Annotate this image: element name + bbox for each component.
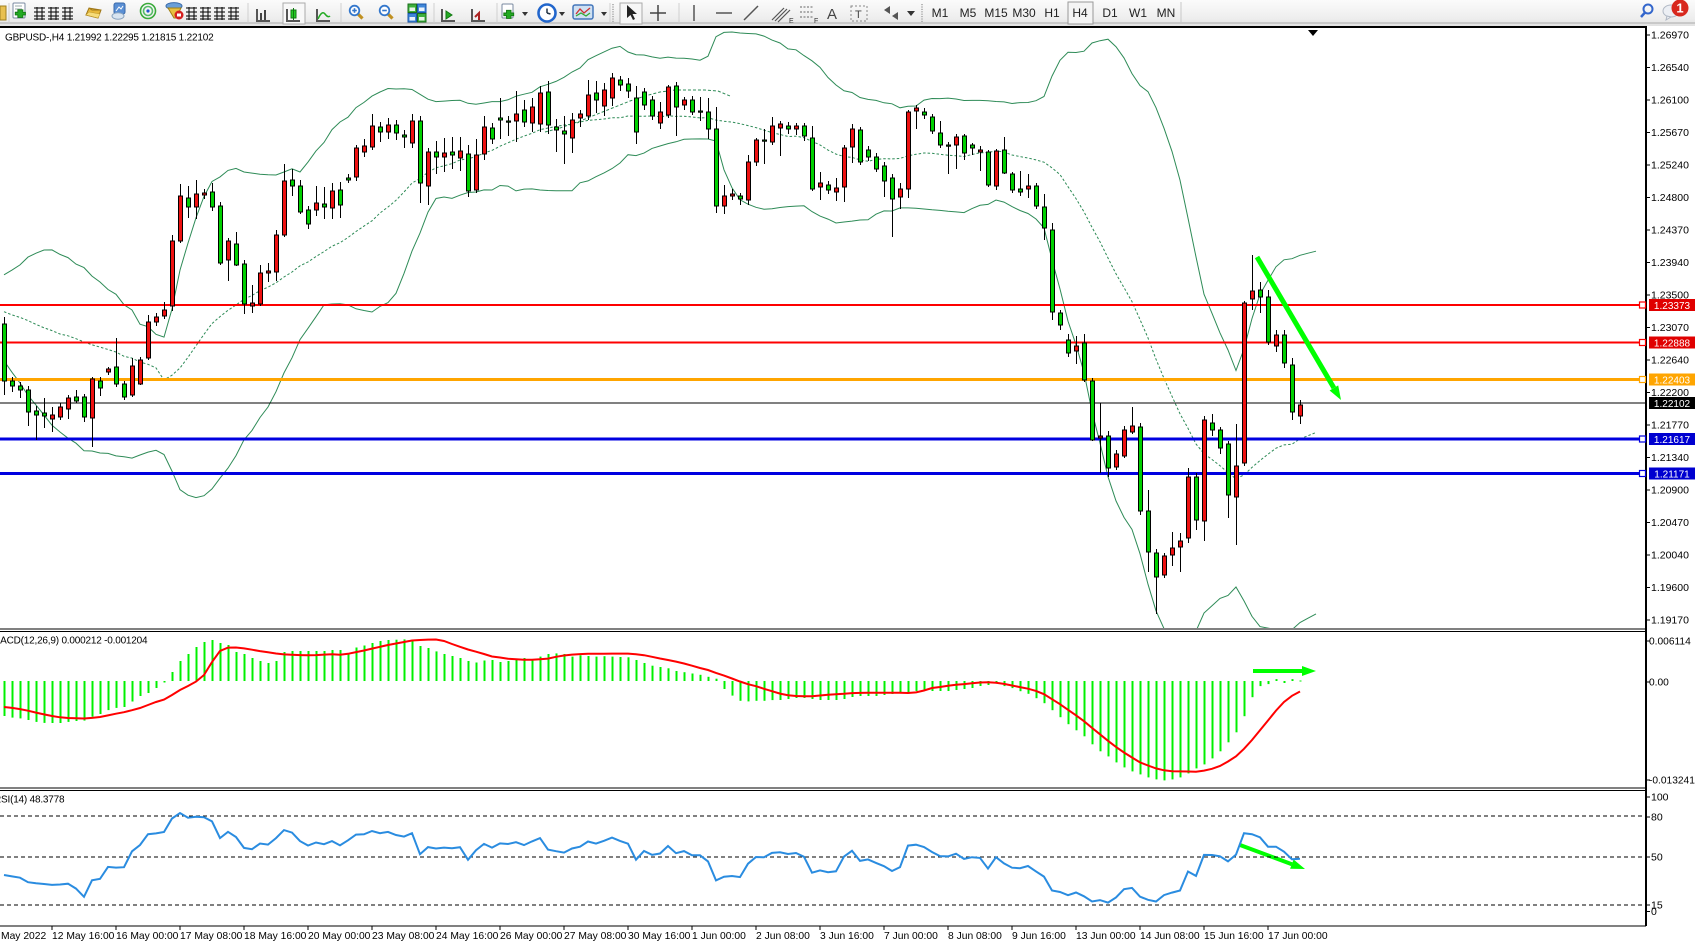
svg-text:E: E (789, 18, 794, 25)
svg-text:26 May 00:00: 26 May 00:00 (500, 931, 563, 942)
svg-text:1.24800: 1.24800 (1651, 192, 1689, 204)
svg-text:M30: M30 (1012, 6, 1036, 20)
svg-text:1.20900: 1.20900 (1651, 485, 1689, 497)
svg-text:80: 80 (1651, 812, 1663, 824)
svg-text:14 Jun 08:00: 14 Jun 08:00 (1140, 931, 1200, 942)
svg-text:F: F (814, 18, 818, 25)
svg-text:1: 1 (1676, 1, 1683, 16)
svg-text:W1: W1 (1129, 6, 1147, 20)
svg-text:1.23940: 1.23940 (1651, 257, 1689, 269)
svg-text:1.24370: 1.24370 (1651, 225, 1689, 237)
svg-text:1.26540: 1.26540 (1651, 62, 1689, 74)
svg-text:1.21340: 1.21340 (1651, 452, 1689, 464)
svg-text:A: A (827, 6, 837, 23)
svg-text:18 May 16:00: 18 May 16:00 (244, 931, 307, 942)
svg-text:1.21770: 1.21770 (1651, 420, 1689, 432)
svg-text:27 May 08:00: 27 May 08:00 (564, 931, 627, 942)
svg-text:D1: D1 (1102, 6, 1118, 20)
svg-text:23 May 08:00: 23 May 08:00 (372, 931, 435, 942)
svg-text:9 Jun 16:00: 9 Jun 16:00 (1012, 931, 1066, 942)
svg-text:H4: H4 (1072, 6, 1088, 20)
svg-text:M5: M5 (960, 6, 977, 20)
svg-text:16 May 00:00: 16 May 00:00 (116, 931, 179, 942)
svg-text:1.23070: 1.23070 (1651, 322, 1689, 334)
svg-text:1.20040: 1.20040 (1651, 550, 1689, 562)
svg-text:3 Jun 16:00: 3 Jun 16:00 (820, 931, 874, 942)
svg-text:2 Jun 08:00: 2 Jun 08:00 (756, 931, 810, 942)
svg-text:-0.013241: -0.013241 (1649, 776, 1695, 787)
svg-text:1.22102: 1.22102 (1654, 399, 1691, 410)
svg-text:8 Jun 08:00: 8 Jun 08:00 (948, 931, 1002, 942)
svg-text:1.23373: 1.23373 (1654, 301, 1691, 312)
svg-text:20 May 00:00: 20 May 00:00 (308, 931, 371, 942)
svg-text:1.19170: 1.19170 (1651, 615, 1689, 627)
svg-text:1.26970: 1.26970 (1651, 30, 1689, 42)
svg-text:0.006114: 0.006114 (1649, 637, 1691, 648)
svg-text:M1: M1 (932, 6, 949, 20)
svg-text:1.22200: 1.22200 (1651, 387, 1689, 399)
svg-text:1.22640: 1.22640 (1651, 355, 1689, 367)
svg-text:GBPUSD-,H4 1.21992 1.22295 1.: GBPUSD-,H4 1.21992 1.22295 1.21815 1.221… (5, 33, 214, 44)
svg-text:May 2022: May 2022 (1, 931, 46, 942)
svg-text:1.26100: 1.26100 (1651, 95, 1689, 107)
svg-text:1.21171: 1.21171 (1654, 470, 1690, 481)
svg-text:30 May 16:00: 30 May 16:00 (628, 931, 691, 942)
svg-text:1.23500: 1.23500 (1651, 290, 1689, 302)
svg-text:M15: M15 (984, 6, 1008, 20)
svg-text:50: 50 (1651, 852, 1663, 864)
svg-text:1.22888: 1.22888 (1654, 339, 1691, 350)
svg-text:7 Jun 00:00: 7 Jun 00:00 (884, 931, 938, 942)
svg-text:MN: MN (1157, 6, 1176, 20)
svg-text:0.00: 0.00 (1649, 678, 1669, 689)
svg-text:RSI(14) 48.3778: RSI(14) 48.3778 (0, 795, 65, 806)
svg-text:1 Jun 00:00: 1 Jun 00:00 (692, 931, 746, 942)
svg-text:1.20470: 1.20470 (1651, 517, 1689, 529)
svg-text:17 May 08:00: 17 May 08:00 (180, 931, 243, 942)
svg-text:12 May 16:00: 12 May 16:00 (52, 931, 115, 942)
svg-text:24 May 16:00: 24 May 16:00 (436, 931, 499, 942)
svg-text:100: 100 (1651, 792, 1669, 804)
svg-text:1.19600: 1.19600 (1651, 582, 1689, 594)
svg-text:1.21617: 1.21617 (1654, 435, 1691, 446)
svg-text:13 Jun 00:00: 13 Jun 00:00 (1076, 931, 1136, 942)
svg-text:15: 15 (1651, 900, 1663, 912)
svg-text:T: T (855, 9, 862, 21)
svg-text:MACD(12,26,9) 0.000212 -0.0012: MACD(12,26,9) 0.000212 -0.001204 (0, 636, 148, 647)
svg-text:17 Jun 00:00: 17 Jun 00:00 (1268, 931, 1328, 942)
svg-text:1.25240: 1.25240 (1651, 160, 1689, 172)
svg-text:1.25670: 1.25670 (1651, 127, 1689, 139)
svg-text:H1: H1 (1044, 6, 1060, 20)
svg-text:1.22403: 1.22403 (1654, 376, 1691, 387)
svg-text:15 Jun 16:00: 15 Jun 16:00 (1204, 931, 1264, 942)
svg-text:0: 0 (1651, 906, 1657, 918)
